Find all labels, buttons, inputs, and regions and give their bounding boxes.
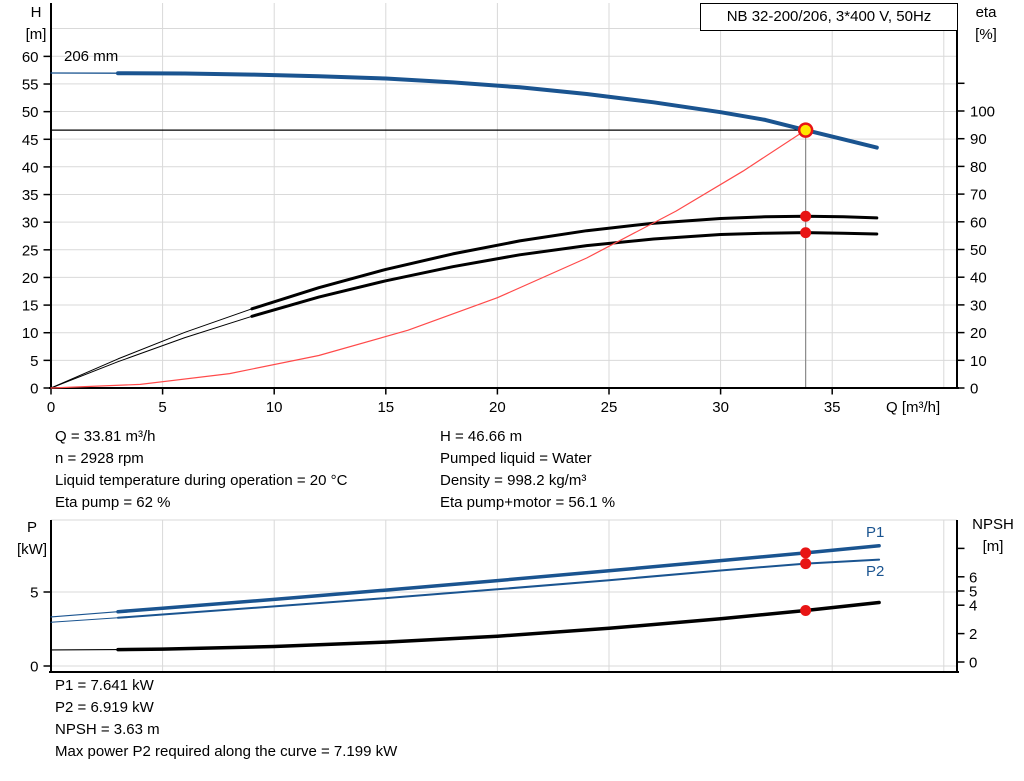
- x-tick-label: 35: [824, 399, 841, 416]
- npsh-tick-label: 4: [969, 598, 977, 615]
- eta-tick-label: 20: [970, 325, 987, 342]
- npsh-tick-label: 5: [969, 584, 977, 601]
- h-tick-label: 20: [22, 270, 39, 287]
- p1-curve-label: P1: [866, 524, 885, 541]
- h-tick-label: 0: [30, 381, 38, 398]
- h-tick-label: 50: [22, 104, 39, 121]
- axis-label-h-unit: [m]: [25, 26, 47, 43]
- info-density: Density = 998.2 kg/m³: [440, 472, 587, 489]
- eta-tick-label: 50: [970, 242, 987, 259]
- q-axis-label: Q [m³/h]: [886, 399, 941, 416]
- eta-tick-label: 70: [970, 187, 987, 204]
- eta-tick-label: 0: [970, 381, 978, 398]
- h-tick-label: 15: [22, 298, 39, 315]
- h-tick-label: 40: [22, 159, 39, 176]
- npsh-tick-label: 6: [969, 569, 977, 586]
- x-tick-label: 20: [489, 399, 506, 416]
- p-tick-label: 5: [30, 585, 38, 602]
- info-eta-pump-motor: Eta pump+motor = 56.1 %: [440, 494, 616, 511]
- p2-curve: [117, 558, 881, 619]
- h-tick-label: 35: [22, 187, 39, 204]
- info-eta-pump: Eta pump = 62 %: [55, 494, 171, 511]
- h-tick-label: 25: [22, 242, 39, 259]
- p-tick-label: 0: [30, 659, 38, 676]
- p1-curve: [116, 543, 881, 614]
- eta-pump-motor-curve: [250, 231, 879, 318]
- x-tick-label: 15: [377, 399, 394, 416]
- top-right-axis-label: eta [%]: [964, 2, 1008, 46]
- info-block-left: Q = 33.81 m³/h n = 2928 rpm Liquid tempe…: [55, 426, 347, 514]
- axis-label-h: H: [30, 4, 42, 21]
- axis-label-npsh-unit: [m]: [982, 538, 1004, 555]
- h-tick-label: 55: [22, 77, 39, 94]
- eta-tick-label: 10: [970, 353, 987, 370]
- npsh-curve: [116, 600, 881, 652]
- info-pumped-liquid: Pumped liquid = Water: [440, 450, 592, 467]
- h-tick-label: 5: [30, 353, 38, 370]
- top-left-axis-label: H [m]: [16, 2, 56, 46]
- info-liquid-temp: Liquid temperature during operation = 20…: [55, 472, 348, 489]
- x-tick-label: 5: [158, 399, 166, 416]
- eta-tick-label: 40: [970, 270, 987, 287]
- info-p1: P1 = 7.641 kW: [55, 677, 154, 694]
- eta-tick-label: 60: [970, 214, 987, 231]
- eta-pump-curve-thin: [50, 308, 253, 389]
- info-p2: P2 = 6.919 kW: [55, 699, 154, 716]
- eta-pump-point-marker: [800, 210, 812, 222]
- affinity-parabola: [50, 129, 807, 389]
- info-npsh: NPSH = 3.63 m: [55, 721, 160, 738]
- info-block-bottom: P1 = 7.641 kW P2 = 6.919 kW NPSH = 3.63 …: [55, 675, 397, 763]
- eta-tick-label: 100: [970, 104, 995, 121]
- x-tick-label: 10: [266, 399, 283, 416]
- axis-label-p: P: [26, 519, 37, 536]
- p2-curve-thin: [50, 617, 119, 623]
- eta-pump-motor-curve-thin: [50, 315, 253, 389]
- impeller-diameter-label: 206 mm: [64, 48, 119, 65]
- info-q: Q = 33.81 m³/h: [55, 428, 156, 445]
- p1-curve-thin: [50, 611, 119, 618]
- x-tick-label: 0: [47, 399, 55, 416]
- info-n: n = 2928 rpm: [55, 450, 144, 467]
- npsh-point-marker: [800, 604, 812, 616]
- eta-tick-label: 30: [970, 297, 987, 314]
- duty-point-marker: [797, 122, 814, 138]
- npsh-tick-label: 0: [969, 655, 977, 672]
- eta-pump-motor-point-marker: [800, 227, 812, 239]
- x-tick-label: 25: [601, 399, 618, 416]
- h-tick-label: 60: [22, 49, 39, 66]
- bottom-left-axis-label: P [kW]: [10, 517, 54, 561]
- p2-curve-label: P2: [866, 563, 885, 580]
- info-h: H = 46.66 m: [440, 428, 523, 445]
- eta-tick-label: 90: [970, 131, 987, 148]
- axis-label-p-unit: [kW]: [17, 541, 47, 558]
- axis-label-npsh: NPSH: [972, 516, 1014, 533]
- info-block-right: H = 46.66 m Pumped liquid = Water Densit…: [440, 426, 615, 514]
- pump-title-box: NB 32-200/206, 3*400 V, 50Hz: [700, 3, 958, 31]
- bottom-right-axis-label: NPSH [m]: [964, 514, 1022, 558]
- p1-point-marker: [800, 547, 812, 559]
- axis-label-eta: eta: [975, 4, 997, 21]
- h-tick-label: 30: [22, 215, 39, 232]
- eta-tick-label: 80: [970, 159, 987, 176]
- info-max-power: Max power P2 required along the curve = …: [55, 743, 398, 760]
- h-tick-label: 10: [22, 325, 39, 342]
- eta-pump-curve: [250, 214, 879, 311]
- p2-point-marker: [800, 558, 812, 570]
- h-tick-label: 45: [22, 132, 39, 149]
- axis-label-eta-unit: [%]: [975, 26, 997, 43]
- x-tick-label: 30: [712, 399, 729, 416]
- npsh-tick-label: 2: [969, 626, 977, 643]
